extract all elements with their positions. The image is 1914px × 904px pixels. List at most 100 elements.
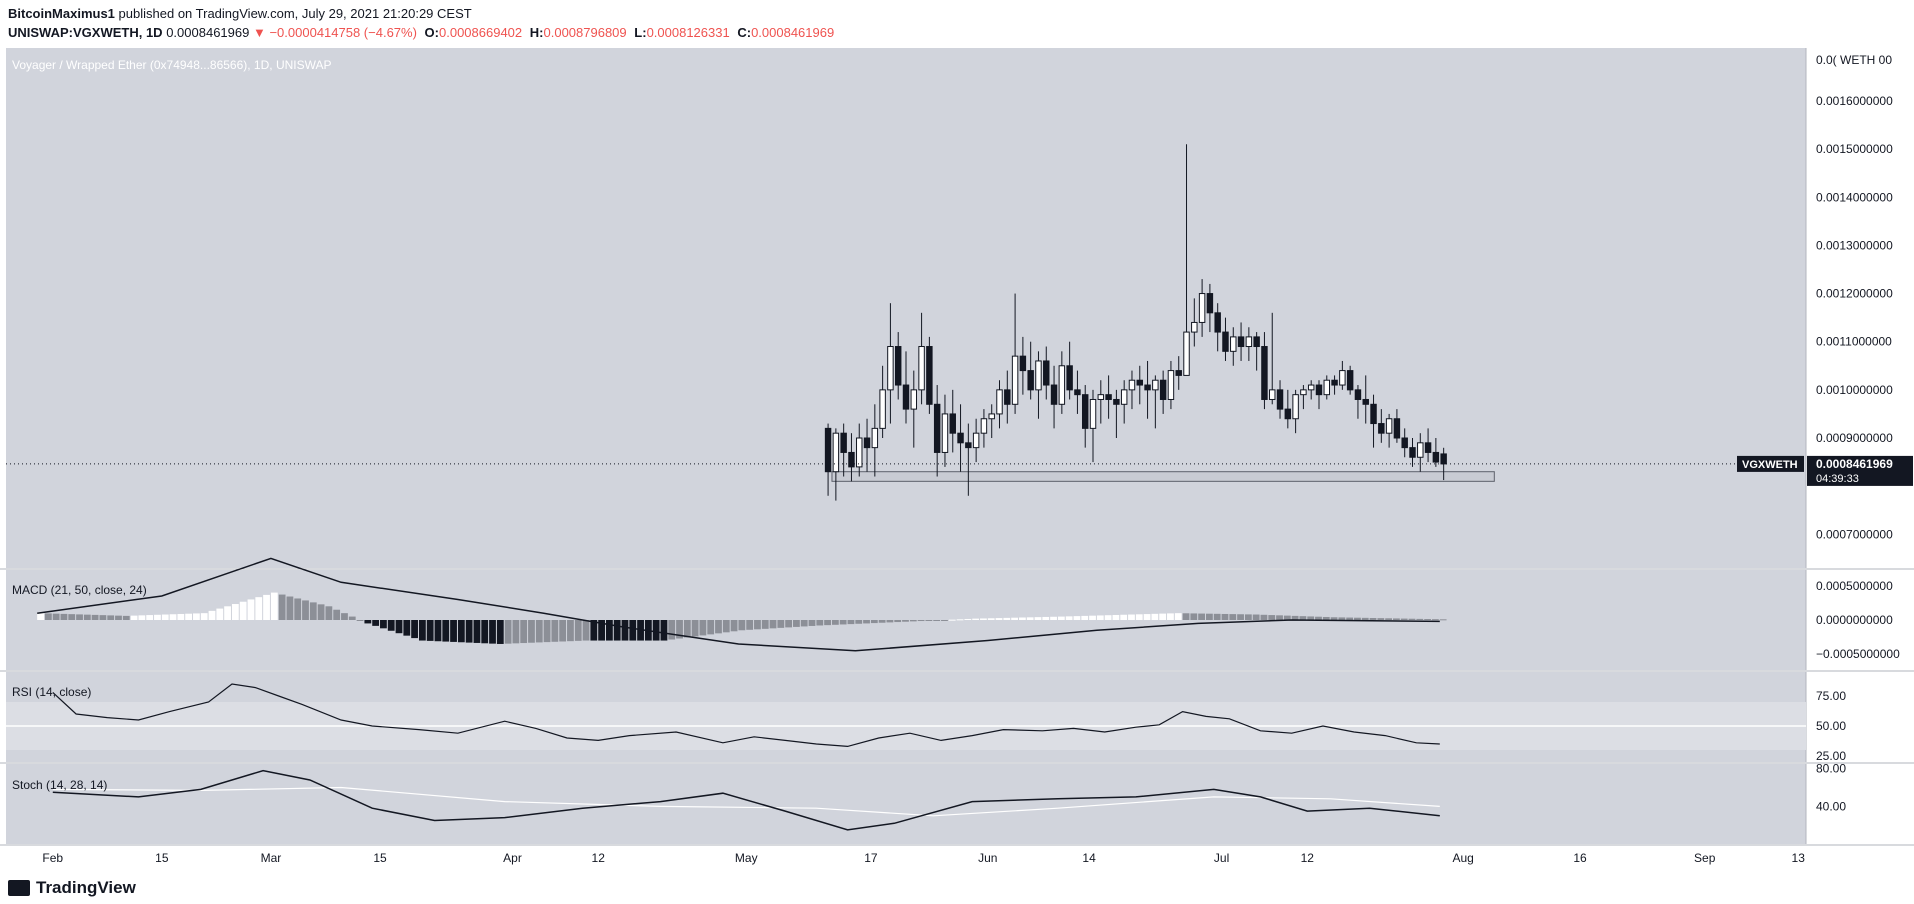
stoch-axis-tick[interactable]: 40.00 bbox=[1816, 799, 1846, 813]
candle[interactable] bbox=[1074, 389, 1081, 396]
candle[interactable] bbox=[1307, 384, 1315, 391]
candle[interactable] bbox=[887, 346, 894, 391]
candle[interactable] bbox=[1144, 384, 1151, 391]
candle[interactable] bbox=[1269, 389, 1276, 400]
stoch-axis-tick[interactable]: 80.00 bbox=[1816, 762, 1846, 776]
candle[interactable] bbox=[1424, 442, 1432, 453]
candle[interactable] bbox=[1276, 389, 1284, 410]
candle[interactable] bbox=[1378, 423, 1385, 434]
candle[interactable] bbox=[879, 389, 886, 429]
candle[interactable] bbox=[1191, 321, 1198, 333]
candle[interactable] bbox=[1198, 293, 1206, 323]
symbol-label[interactable]: UNISWAP:VGXWETH, 1D bbox=[8, 25, 163, 40]
candle[interactable] bbox=[1284, 408, 1292, 420]
candle[interactable] bbox=[1214, 312, 1221, 333]
candle[interactable] bbox=[1245, 336, 1253, 348]
candle[interactable] bbox=[980, 418, 988, 434]
candle[interactable] bbox=[1011, 355, 1019, 405]
candle[interactable] bbox=[1253, 336, 1260, 348]
time-axis[interactable]: Feb 15 Mar 15 Apr 12 May 17 Jun 14 Jul 12 Aug 16 Sep 13 bbox=[0, 846, 1914, 872]
candle[interactable] bbox=[1331, 379, 1338, 386]
candle[interactable] bbox=[996, 389, 1003, 415]
time-axis-label[interactable]: Feb bbox=[42, 851, 63, 865]
time-axis-label[interactable]: 14 bbox=[1082, 851, 1096, 865]
candle[interactable] bbox=[1206, 293, 1214, 314]
candle[interactable] bbox=[1393, 418, 1401, 439]
support-zone[interactable] bbox=[831, 471, 1495, 482]
candle[interactable] bbox=[832, 432, 840, 473]
candle[interactable] bbox=[949, 413, 956, 434]
macd-axis-tick[interactable]: 0.0000000000 bbox=[1816, 613, 1893, 627]
tradingview-logo[interactable]: TradingView bbox=[8, 878, 136, 898]
candle[interactable] bbox=[848, 451, 855, 468]
candle[interactable] bbox=[1043, 360, 1050, 386]
author-name[interactable]: BitcoinMaximus1 bbox=[8, 6, 115, 21]
time-axis-label[interactable]: 16 bbox=[1573, 851, 1587, 865]
candle[interactable] bbox=[1089, 398, 1097, 429]
price-axis-tick[interactable]: 0.0009000000 bbox=[1816, 431, 1893, 445]
candle[interactable] bbox=[1222, 331, 1229, 352]
candle[interactable] bbox=[840, 432, 847, 453]
candle[interactable] bbox=[1167, 370, 1175, 400]
macd-axis-tick[interactable]: −0.0005000000 bbox=[1816, 647, 1900, 661]
time-axis-label[interactable]: Jun bbox=[978, 851, 997, 865]
price-axis-tick[interactable]: 0.0012000000 bbox=[1816, 287, 1893, 301]
last-price-tag[interactable]: 0.0008461969 bbox=[1816, 457, 1893, 471]
price-axis-tick[interactable]: 0.0016000000 bbox=[1816, 94, 1893, 108]
macd-pane[interactable]: 0.0005000000 0.0000000000 −0.0005000000 bbox=[0, 557, 1914, 672]
rsi-pane[interactable]: 75.00 50.00 25.00 bbox=[0, 672, 1914, 764]
candle[interactable] bbox=[926, 346, 933, 405]
candle[interactable] bbox=[1323, 379, 1331, 396]
candle[interactable] bbox=[1159, 379, 1167, 400]
rsi-axis-tick[interactable]: 50.00 bbox=[1816, 719, 1846, 733]
time-axis-label[interactable]: 12 bbox=[592, 851, 606, 865]
candle[interactable] bbox=[1097, 394, 1105, 400]
candle[interactable] bbox=[965, 442, 972, 449]
candle[interactable] bbox=[1401, 437, 1408, 449]
candle[interactable] bbox=[1346, 370, 1354, 391]
candle[interactable] bbox=[871, 427, 879, 449]
candle[interactable] bbox=[1417, 442, 1424, 458]
candle[interactable] bbox=[824, 427, 832, 473]
time-axis-label[interactable]: Jul bbox=[1214, 851, 1229, 865]
stoch-pane[interactable]: 80.00 40.00 bbox=[0, 762, 1914, 846]
candle[interactable] bbox=[1362, 398, 1369, 405]
candle[interactable] bbox=[856, 437, 863, 468]
candle[interactable] bbox=[1035, 360, 1042, 391]
candle[interactable] bbox=[1370, 403, 1377, 425]
candle[interactable] bbox=[1066, 365, 1073, 391]
candle[interactable] bbox=[941, 413, 949, 453]
candle[interactable] bbox=[1292, 394, 1299, 420]
price-axis-tick[interactable]: 0.0007000000 bbox=[1816, 527, 1893, 541]
time-axis-label[interactable]: 12 bbox=[1301, 851, 1315, 865]
candle[interactable] bbox=[1261, 346, 1268, 400]
macd-axis-tick[interactable]: 0.0005000000 bbox=[1816, 579, 1893, 593]
candle[interactable] bbox=[972, 432, 980, 449]
candle[interactable] bbox=[910, 389, 918, 410]
candle[interactable] bbox=[1105, 394, 1112, 400]
time-axis-label[interactable]: 13 bbox=[1792, 851, 1806, 865]
time-axis-label[interactable]: Aug bbox=[1452, 851, 1473, 865]
candle[interactable] bbox=[863, 437, 871, 449]
candle[interactable] bbox=[1440, 453, 1447, 465]
time-axis-label[interactable]: 15 bbox=[373, 851, 387, 865]
candle[interactable] bbox=[1354, 389, 1362, 400]
candle[interactable] bbox=[1004, 389, 1011, 405]
candle[interactable] bbox=[1027, 370, 1034, 391]
price-pane[interactable]: 0.0016000000 0.0015000000 0.0014000000 0.00… bbox=[0, 48, 1914, 570]
time-axis-label[interactable]: 17 bbox=[864, 851, 878, 865]
time-axis-label[interactable]: Sep bbox=[1694, 851, 1716, 865]
candle[interactable] bbox=[1152, 379, 1159, 391]
rsi-axis-tick[interactable]: 75.00 bbox=[1816, 689, 1846, 703]
candle[interactable] bbox=[1113, 398, 1120, 405]
candle[interactable] bbox=[1081, 394, 1089, 429]
time-axis-label[interactable]: Mar bbox=[261, 851, 282, 865]
candle[interactable] bbox=[1315, 384, 1323, 396]
price-axis-tick[interactable]: 0.0015000000 bbox=[1816, 142, 1893, 156]
time-axis-label[interactable]: May bbox=[735, 851, 758, 865]
price-axis-tick[interactable]: 0.0013000000 bbox=[1816, 238, 1893, 252]
candle[interactable] bbox=[1019, 355, 1027, 372]
candle[interactable] bbox=[1409, 447, 1416, 458]
candle[interactable] bbox=[1237, 336, 1245, 348]
candle[interactable] bbox=[1120, 389, 1128, 405]
